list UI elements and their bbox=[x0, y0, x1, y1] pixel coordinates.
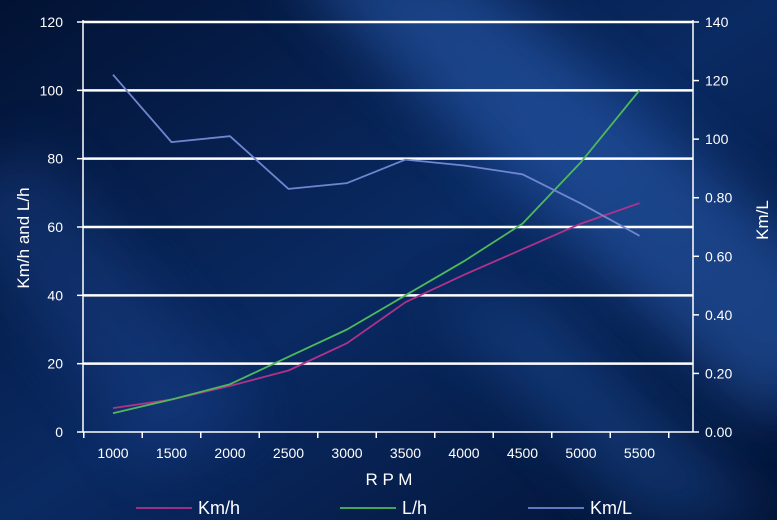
legend-label: Km/L bbox=[590, 498, 632, 518]
y-left-tick-label: 40 bbox=[47, 287, 63, 303]
gridlines bbox=[83, 20, 693, 365]
x-axis-title: R P M bbox=[366, 470, 413, 489]
x-tick-label: 2000 bbox=[214, 445, 245, 461]
y-left-axis-title: Km/h and L/h bbox=[14, 187, 33, 288]
x-tick-label: 4000 bbox=[448, 445, 479, 461]
y-left-tick-label: 20 bbox=[47, 356, 63, 372]
x-tick-label: 5500 bbox=[624, 445, 655, 461]
x-tick-label: 4500 bbox=[507, 445, 538, 461]
x-tick-label: 1000 bbox=[97, 445, 128, 461]
legend-label: L/h bbox=[402, 498, 427, 518]
y-left-tick-label: 0 bbox=[55, 424, 63, 440]
series-line-l-h bbox=[112, 89, 641, 415]
y-right-tick-label: 100 bbox=[705, 131, 729, 147]
axes bbox=[77, 20, 699, 438]
legend: Km/h L/h Km/L bbox=[136, 498, 632, 518]
x-tick-label: 5000 bbox=[565, 445, 596, 461]
y-left-tick-label: 60 bbox=[47, 219, 63, 235]
y-left-tick-label: 100 bbox=[40, 82, 64, 98]
x-tick-label: 2500 bbox=[273, 445, 304, 461]
y-left-tick-label: 80 bbox=[47, 151, 63, 167]
y-right-tick-label: 0.60 bbox=[705, 248, 732, 264]
y-right-tick-label: 120 bbox=[705, 73, 729, 89]
x-tick-label: 1500 bbox=[156, 445, 187, 461]
x-tick-labels: 1000 1500 2000 2500 3000 3500 4000 4500 5000 5500 bbox=[97, 445, 655, 461]
y-right-tick-label: 140 bbox=[705, 14, 729, 30]
series-lines bbox=[112, 74, 641, 415]
y-right-tick-labels: 0.00 0.20 0.40 0.60 0.80 100 120 140 bbox=[705, 14, 732, 440]
y-left-tick-label: 120 bbox=[40, 14, 64, 30]
x-tick-label: 3500 bbox=[390, 445, 421, 461]
x-tick-label: 3000 bbox=[331, 445, 362, 461]
y-right-tick-label: 0.20 bbox=[705, 365, 732, 381]
legend-label: Km/h bbox=[198, 498, 240, 518]
y-right-tick-label: 0.80 bbox=[705, 190, 732, 206]
y-right-tick-label: 0.00 bbox=[705, 424, 732, 440]
y-right-axis-title: Km/L bbox=[753, 200, 772, 240]
y-right-tick-label: 0.40 bbox=[705, 307, 732, 323]
series-line-km-l bbox=[112, 74, 640, 237]
y-left-tick-labels: 0 20 40 60 80 100 120 bbox=[40, 14, 64, 440]
